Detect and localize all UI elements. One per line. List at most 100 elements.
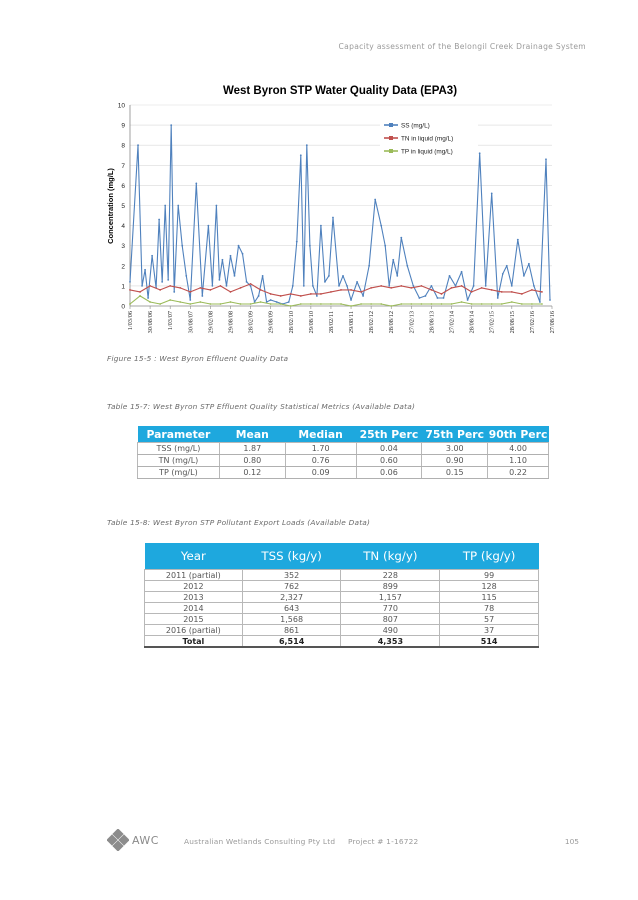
table-row: 2015 1,568 807 57 (144, 613, 539, 625)
data-point (450, 287, 453, 289)
data-point (229, 301, 232, 303)
data-point (159, 303, 162, 305)
header-cell: TSS (kg/y) (242, 543, 341, 570)
data-point (309, 303, 312, 305)
data-point (147, 297, 149, 299)
y-tick-label: 7 (121, 163, 125, 170)
table-header-row: Parameter Mean Median 25th Perc 75th Per… (137, 426, 549, 443)
data-point (164, 204, 167, 207)
data-point (356, 280, 358, 283)
data-point (269, 299, 272, 301)
data-point (195, 182, 198, 185)
data-point (308, 244, 311, 247)
data-point (440, 303, 443, 305)
data-point (269, 293, 272, 295)
table-cell: 899 (340, 580, 441, 592)
table-cell: 1.87 (218, 442, 286, 455)
data-point (470, 291, 473, 293)
data-point (332, 216, 334, 219)
data-point (241, 252, 244, 255)
data-point (392, 258, 395, 261)
x-tick-label: 27/02/15 (489, 311, 496, 333)
chart-y-ticks: 0 1 2 3 4 5 6 7 8 9 10 (118, 103, 126, 311)
data-point (380, 303, 383, 305)
x-tick-label: 28/02/12 (368, 311, 375, 333)
data-point (430, 303, 433, 305)
data-point (484, 285, 487, 287)
table-cell: 0.76 (284, 454, 357, 467)
data-point (522, 274, 525, 277)
data-point (374, 198, 377, 201)
data-point (279, 295, 282, 297)
table-cell: 228 (340, 569, 441, 581)
table-row: 2016 (partial) 861 490 37 (144, 624, 539, 636)
header-cell: TN (kg/y) (340, 543, 440, 570)
table-cell: 78 (439, 602, 539, 614)
data-point (324, 280, 326, 283)
data-point (179, 301, 182, 303)
data-point (161, 280, 164, 283)
table-row: 2014 643 770 78 (144, 602, 539, 614)
table-cell: 2012 (144, 580, 243, 592)
data-point (390, 305, 393, 307)
y-tick-label: 4 (121, 223, 125, 230)
table-cell: Total (144, 635, 243, 648)
header-cell: Parameter (137, 426, 220, 443)
data-point (380, 224, 383, 227)
table-cell: 0.09 (284, 466, 357, 479)
data-point (501, 272, 504, 275)
awc-logo-icon (107, 829, 129, 851)
data-point (338, 285, 340, 287)
data-point (144, 268, 146, 271)
y-tick-label: 9 (121, 123, 125, 130)
data-point (151, 254, 154, 257)
data-point (249, 285, 252, 287)
data-point (328, 274, 330, 277)
data-point (450, 303, 453, 305)
x-tick-label: 27/08/16 (549, 311, 556, 333)
data-point (350, 299, 352, 301)
data-point (500, 303, 503, 305)
data-point (388, 285, 391, 287)
table-row: 2011 (partial) 352 228 99 (144, 569, 539, 581)
x-tick-label: 29/08/10 (308, 311, 315, 333)
y-tick-label: 5 (121, 203, 125, 210)
data-point (257, 295, 260, 297)
table-cell: TSS (mg/L) (137, 442, 220, 455)
table-cell: 0.80 (218, 454, 286, 467)
x-tick-label: 30/08/07 (187, 311, 194, 333)
header-cell: Mean (219, 426, 286, 443)
table-cell: 1.10 (487, 454, 549, 467)
table-row: TSS (mg/L) 1.87 1.70 0.04 3.00 4.00 (137, 442, 549, 455)
data-point (239, 287, 242, 289)
y-tick-label: 6 (121, 183, 125, 190)
data-point (380, 285, 383, 287)
data-point (430, 289, 433, 291)
data-point (384, 244, 387, 247)
data-point (346, 285, 348, 287)
table-row: 2012 762 899 128 (144, 580, 539, 592)
series-line (129, 283, 543, 297)
x-tick-label: 29/08/11 (348, 311, 355, 333)
data-point (541, 291, 543, 293)
legend-marker (389, 123, 393, 127)
data-point (201, 295, 204, 297)
data-point (442, 297, 445, 299)
x-tick-label: 27/02/13 (408, 311, 415, 333)
data-point (539, 301, 541, 303)
data-point (287, 301, 290, 303)
x-tick-label: 29/02/08 (207, 311, 214, 333)
series-line (129, 124, 551, 305)
y-tick-label: 0 (121, 304, 125, 311)
data-point (436, 297, 439, 299)
data-point (275, 301, 278, 303)
data-point (239, 303, 242, 305)
statistics-table: Parameter Mean Median 25th Perc 75th Per… (137, 426, 549, 479)
table-cell: 352 (241, 569, 342, 581)
chart-gridlines (129, 104, 552, 307)
table-cell: 2013 (144, 591, 243, 603)
table-cell: 128 (439, 580, 539, 592)
data-point (253, 301, 256, 303)
data-point (472, 285, 475, 287)
data-point (315, 295, 318, 297)
